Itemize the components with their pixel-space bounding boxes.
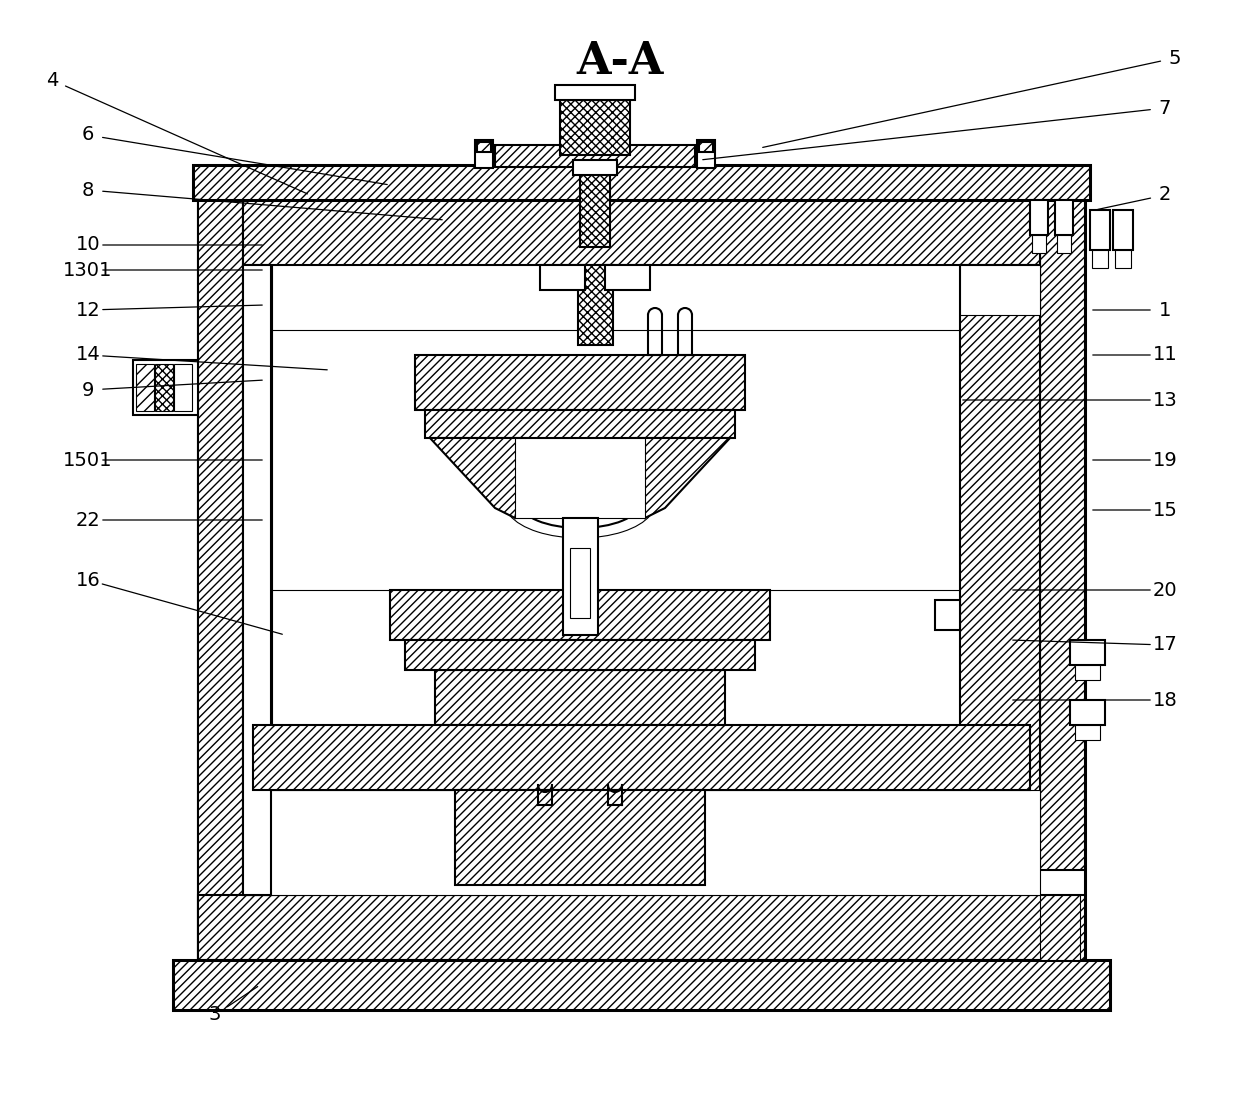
Bar <box>243 265 272 895</box>
Bar <box>1070 700 1105 724</box>
Bar <box>243 791 1040 895</box>
Text: 7: 7 <box>1159 98 1172 118</box>
Bar <box>198 200 243 960</box>
Text: 10: 10 <box>76 236 100 254</box>
Bar <box>1056 235 1071 253</box>
Text: 6: 6 <box>82 126 94 144</box>
Bar <box>174 364 192 411</box>
Bar <box>174 960 1110 1010</box>
Bar <box>1114 210 1133 250</box>
Bar <box>475 140 494 168</box>
Bar <box>1040 895 1080 960</box>
Bar <box>435 671 725 724</box>
Bar <box>193 165 1090 200</box>
Bar <box>560 100 630 155</box>
Text: A-A: A-A <box>577 41 663 84</box>
Text: 17: 17 <box>1153 635 1177 654</box>
Bar <box>1032 235 1047 253</box>
Text: 1: 1 <box>1159 301 1172 319</box>
Text: 9: 9 <box>82 381 94 400</box>
Bar <box>570 548 590 618</box>
Bar <box>580 167 610 247</box>
Bar <box>515 438 645 517</box>
Bar <box>960 265 1040 835</box>
Bar <box>198 200 1085 960</box>
Bar <box>1075 665 1100 680</box>
Text: 4: 4 <box>46 70 58 89</box>
Bar <box>136 364 154 411</box>
Bar <box>1055 200 1073 235</box>
Text: 3: 3 <box>208 1005 221 1025</box>
Bar <box>198 895 1085 960</box>
Bar <box>174 960 1110 1010</box>
Bar <box>193 165 1090 200</box>
Bar <box>1075 724 1100 740</box>
Text: 1501: 1501 <box>63 450 113 469</box>
Text: 11: 11 <box>1153 346 1177 364</box>
Text: 22: 22 <box>76 511 100 530</box>
Bar <box>556 85 635 100</box>
Bar <box>405 640 755 671</box>
Bar <box>699 142 713 152</box>
Bar <box>960 265 1040 315</box>
Bar <box>563 517 598 635</box>
Text: 13: 13 <box>1153 391 1177 410</box>
Text: 5: 5 <box>1169 48 1182 67</box>
Bar <box>539 265 585 290</box>
Bar <box>578 265 613 345</box>
Bar <box>1030 200 1048 235</box>
Bar <box>155 364 174 411</box>
Text: 14: 14 <box>76 346 100 364</box>
Bar <box>133 360 198 415</box>
Text: 15: 15 <box>1152 501 1178 520</box>
Bar <box>455 791 706 885</box>
Bar <box>425 410 735 438</box>
Bar <box>573 160 618 175</box>
Bar <box>495 145 694 167</box>
Text: 12: 12 <box>76 301 100 319</box>
Bar <box>935 600 960 630</box>
Text: 2: 2 <box>1159 185 1172 205</box>
Bar <box>1040 200 1085 870</box>
Bar <box>1070 640 1105 665</box>
Text: 18: 18 <box>1153 690 1177 709</box>
Bar <box>697 140 715 168</box>
Text: 8: 8 <box>82 181 94 199</box>
Text: 20: 20 <box>1153 580 1177 600</box>
Bar <box>1115 250 1131 268</box>
Bar <box>580 167 610 247</box>
Bar <box>1090 210 1110 250</box>
Text: 1301: 1301 <box>63 261 113 280</box>
Bar <box>495 145 694 167</box>
Bar <box>391 590 770 640</box>
Polygon shape <box>430 438 529 517</box>
Bar <box>1092 250 1109 268</box>
Bar <box>253 724 1030 791</box>
Bar <box>243 200 1040 265</box>
Bar <box>415 355 745 410</box>
Text: 16: 16 <box>76 570 100 589</box>
Polygon shape <box>630 438 730 517</box>
Text: 19: 19 <box>1153 450 1177 469</box>
Bar <box>605 265 650 290</box>
Bar <box>477 142 491 152</box>
